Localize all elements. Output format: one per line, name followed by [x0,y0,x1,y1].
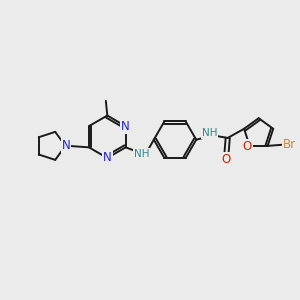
Text: N: N [103,152,112,164]
Text: N: N [121,120,130,133]
Text: N: N [61,140,70,152]
Text: Br: Br [283,138,296,151]
Text: NH: NH [202,128,217,138]
Text: O: O [222,153,231,166]
Text: O: O [243,140,252,153]
Text: NH: NH [134,149,150,159]
